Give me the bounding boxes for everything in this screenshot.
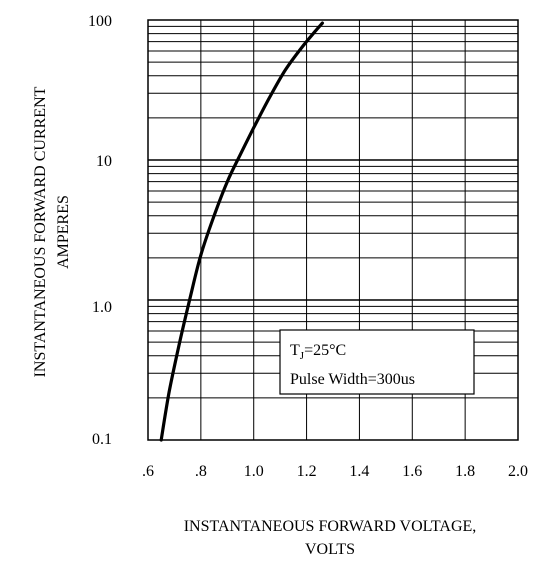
junction-temperature-label: TJ=25°C	[290, 342, 346, 362]
x-tick-label: 1.0	[244, 463, 264, 480]
tick-labels: .6 .8 1.0 1.2 1.4 1.6 1.8 2.0 0.1 1.0 10 100	[88, 13, 528, 480]
x-tick-label: .8	[195, 463, 207, 480]
x-tick-label: 1.8	[455, 463, 475, 480]
pulse-width-label: Pulse Width=300us	[290, 371, 415, 388]
x-axis-title-line1: INSTANTANEOUS FORWARD VOLTAGE,	[184, 518, 477, 535]
x-tick-label: 1.2	[297, 463, 317, 480]
x-axis-title: INSTANTANEOUS FORWARD VOLTAGE, VOLTS	[184, 518, 477, 558]
y-tick-label: 1.0	[92, 299, 112, 316]
grid	[148, 20, 518, 440]
plot-frame	[147, 19, 519, 441]
annotation-box: TJ=25°C Pulse Width=300us	[279, 329, 475, 395]
y-axis-title: INSTANTANEOUS FORWARD CURRENT AMPERES	[32, 86, 72, 377]
x-tick-label: 1.6	[402, 463, 422, 480]
x-axis-title-line2: VOLTS	[305, 541, 355, 558]
y-tick-label: 0.1	[92, 431, 112, 448]
annotation-frame	[279, 329, 475, 395]
forward-current-curve	[159, 21, 324, 442]
x-tick-label: .6	[142, 463, 154, 480]
y-tick-label: 10	[96, 153, 112, 170]
y-tick-label: 100	[88, 13, 112, 30]
y-axis-title-line1: INSTANTANEOUS FORWARD CURRENT	[32, 86, 49, 377]
x-tick-label: 1.4	[349, 463, 369, 480]
series-layer	[159, 21, 324, 442]
y-axis-title-line2: AMPERES	[55, 195, 72, 269]
x-tick-label: 2.0	[508, 463, 528, 480]
